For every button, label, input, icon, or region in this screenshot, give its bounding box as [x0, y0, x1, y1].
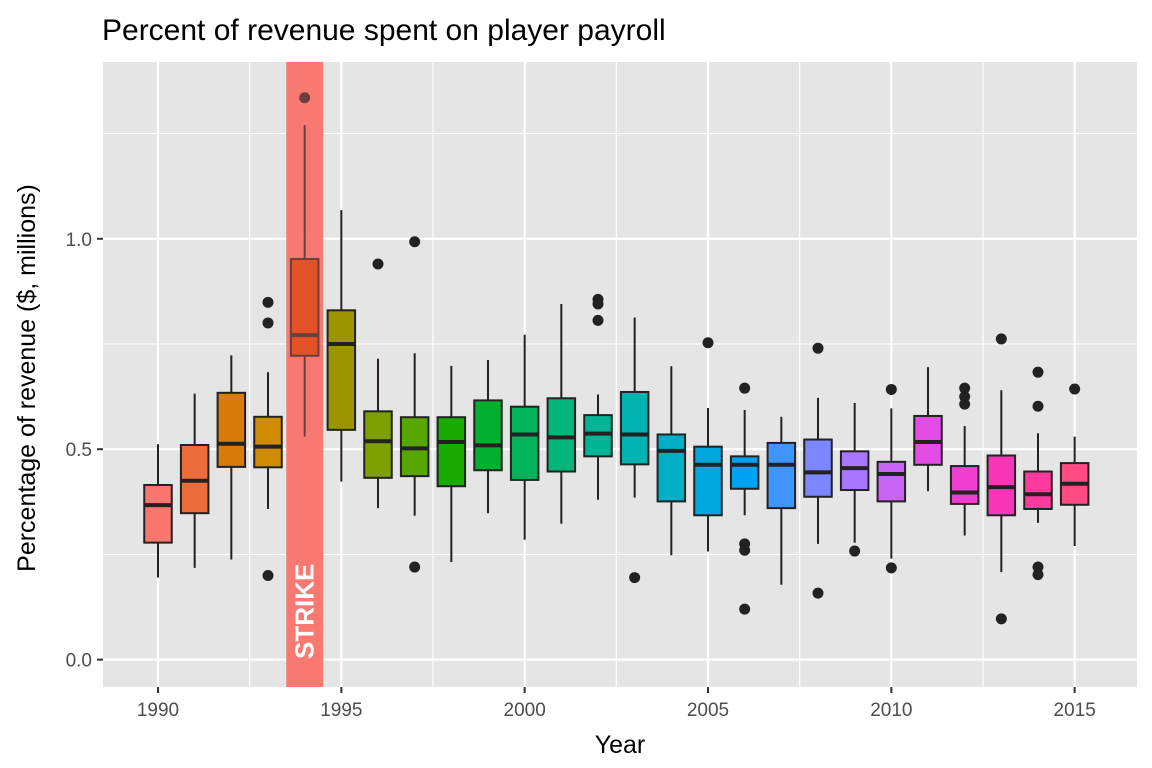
box-1999: [473, 359, 503, 514]
box-iqr: [656, 433, 687, 503]
x-tick-label: 2015: [1054, 700, 1096, 721]
box-iqr: [509, 405, 540, 481]
plot-panel: [103, 62, 1137, 687]
outlier-point: [959, 382, 971, 394]
strike-band-overlay: [286, 62, 323, 687]
box-2001: [546, 304, 577, 524]
outlier-point: [995, 333, 1007, 345]
box-iqr: [1023, 470, 1053, 510]
outlier-point: [262, 317, 274, 329]
outlier-point: [1032, 561, 1044, 573]
box-2013: [986, 333, 1017, 625]
box-2002: [583, 293, 613, 500]
box-series: [143, 92, 1090, 625]
outlier-point: [959, 391, 971, 403]
outlier-point: [409, 236, 421, 248]
box-iqr: [253, 415, 283, 469]
outlier-point: [1069, 383, 1081, 395]
box-iqr: [766, 441, 797, 510]
box-2005: [693, 337, 723, 552]
box-iqr: [876, 460, 907, 503]
box-2008: [803, 342, 833, 599]
box-1994: [289, 92, 320, 437]
box-1990: [143, 444, 173, 578]
outlier-point: [702, 337, 714, 349]
box-iqr: [619, 390, 650, 466]
box-iqr: [143, 483, 173, 544]
x-tick-label: 2005: [687, 700, 729, 721]
outlier-point: [739, 382, 751, 394]
box-2000: [509, 334, 540, 540]
y-tick-label: 0.5: [66, 440, 92, 461]
outlier-point: [1032, 400, 1044, 412]
x-tick-label: 2010: [870, 700, 912, 721]
chart-title: Percent of revenue spent on player payro…: [102, 14, 666, 47]
outlier-point: [409, 561, 421, 573]
box-2012: [949, 382, 980, 536]
outlier-point: [885, 383, 897, 395]
outlier-point: [299, 92, 311, 104]
outlier-point: [849, 545, 861, 557]
outlier-point: [592, 298, 604, 310]
box-2015: [1059, 383, 1090, 547]
box-iqr: [546, 397, 577, 473]
box-2007: [766, 416, 797, 585]
y-tick-label: 0.0: [66, 651, 92, 672]
major-gridlines: [103, 62, 1137, 687]
outlier-point: [959, 398, 971, 410]
box-2009: [839, 402, 870, 557]
outlier-point: [592, 314, 604, 326]
box-1995: [326, 210, 357, 482]
outlier-point: [739, 603, 751, 615]
outlier-point: [995, 613, 1007, 625]
x-axis: 1990 1995 2000 2005 2010 2015: [137, 687, 1096, 721]
box-2014: [1023, 366, 1053, 581]
x-tick-label: 2000: [504, 700, 546, 721]
box-iqr: [436, 416, 467, 488]
box-iqr: [839, 450, 870, 492]
y-axis: 0.0 0.5 1.0: [66, 230, 103, 672]
outlier-point: [629, 572, 641, 584]
outlier-point: [372, 258, 384, 270]
minor-gridlines: [103, 62, 1137, 687]
box-1991: [179, 393, 210, 568]
strike-label: STRIKE: [290, 564, 320, 659]
outlier-point: [1032, 366, 1044, 378]
box-2010: [876, 383, 907, 574]
outlier-point: [1032, 569, 1044, 581]
x-tick-label: 1995: [320, 700, 362, 721]
outlier-point: [739, 544, 751, 556]
y-axis-title: Percentage of revenue ($, millions): [13, 184, 41, 572]
box-iqr: [803, 438, 833, 498]
box-iqr: [949, 465, 980, 505]
y-tick-label: 1.0: [66, 230, 92, 251]
strike-label-layer: STRIKE: [286, 62, 323, 687]
outlier-point: [262, 569, 274, 581]
box-iqr: [693, 445, 723, 517]
x-axis-title: Year: [595, 731, 646, 759]
box-iqr: [326, 309, 357, 431]
outlier-point: [812, 342, 824, 354]
box-iqr: [729, 455, 760, 490]
box-2011: [913, 367, 943, 492]
box-1997: [399, 236, 430, 573]
box-1996: [363, 258, 393, 509]
box-1992: [216, 355, 247, 560]
box-iqr: [289, 257, 320, 357]
box-iqr: [363, 410, 393, 479]
box-1993: [253, 296, 283, 581]
outlier-point: [262, 296, 274, 308]
box-2004: [656, 366, 687, 556]
box-iqr: [583, 414, 613, 458]
box-2006: [729, 382, 760, 615]
outlier-point: [812, 587, 824, 599]
box-2003: [619, 317, 650, 584]
box-iqr: [473, 399, 503, 472]
x-tick-label: 1990: [137, 700, 179, 721]
box-1998: [436, 365, 467, 562]
box-iqr: [216, 391, 247, 468]
outlier-point: [885, 562, 897, 574]
